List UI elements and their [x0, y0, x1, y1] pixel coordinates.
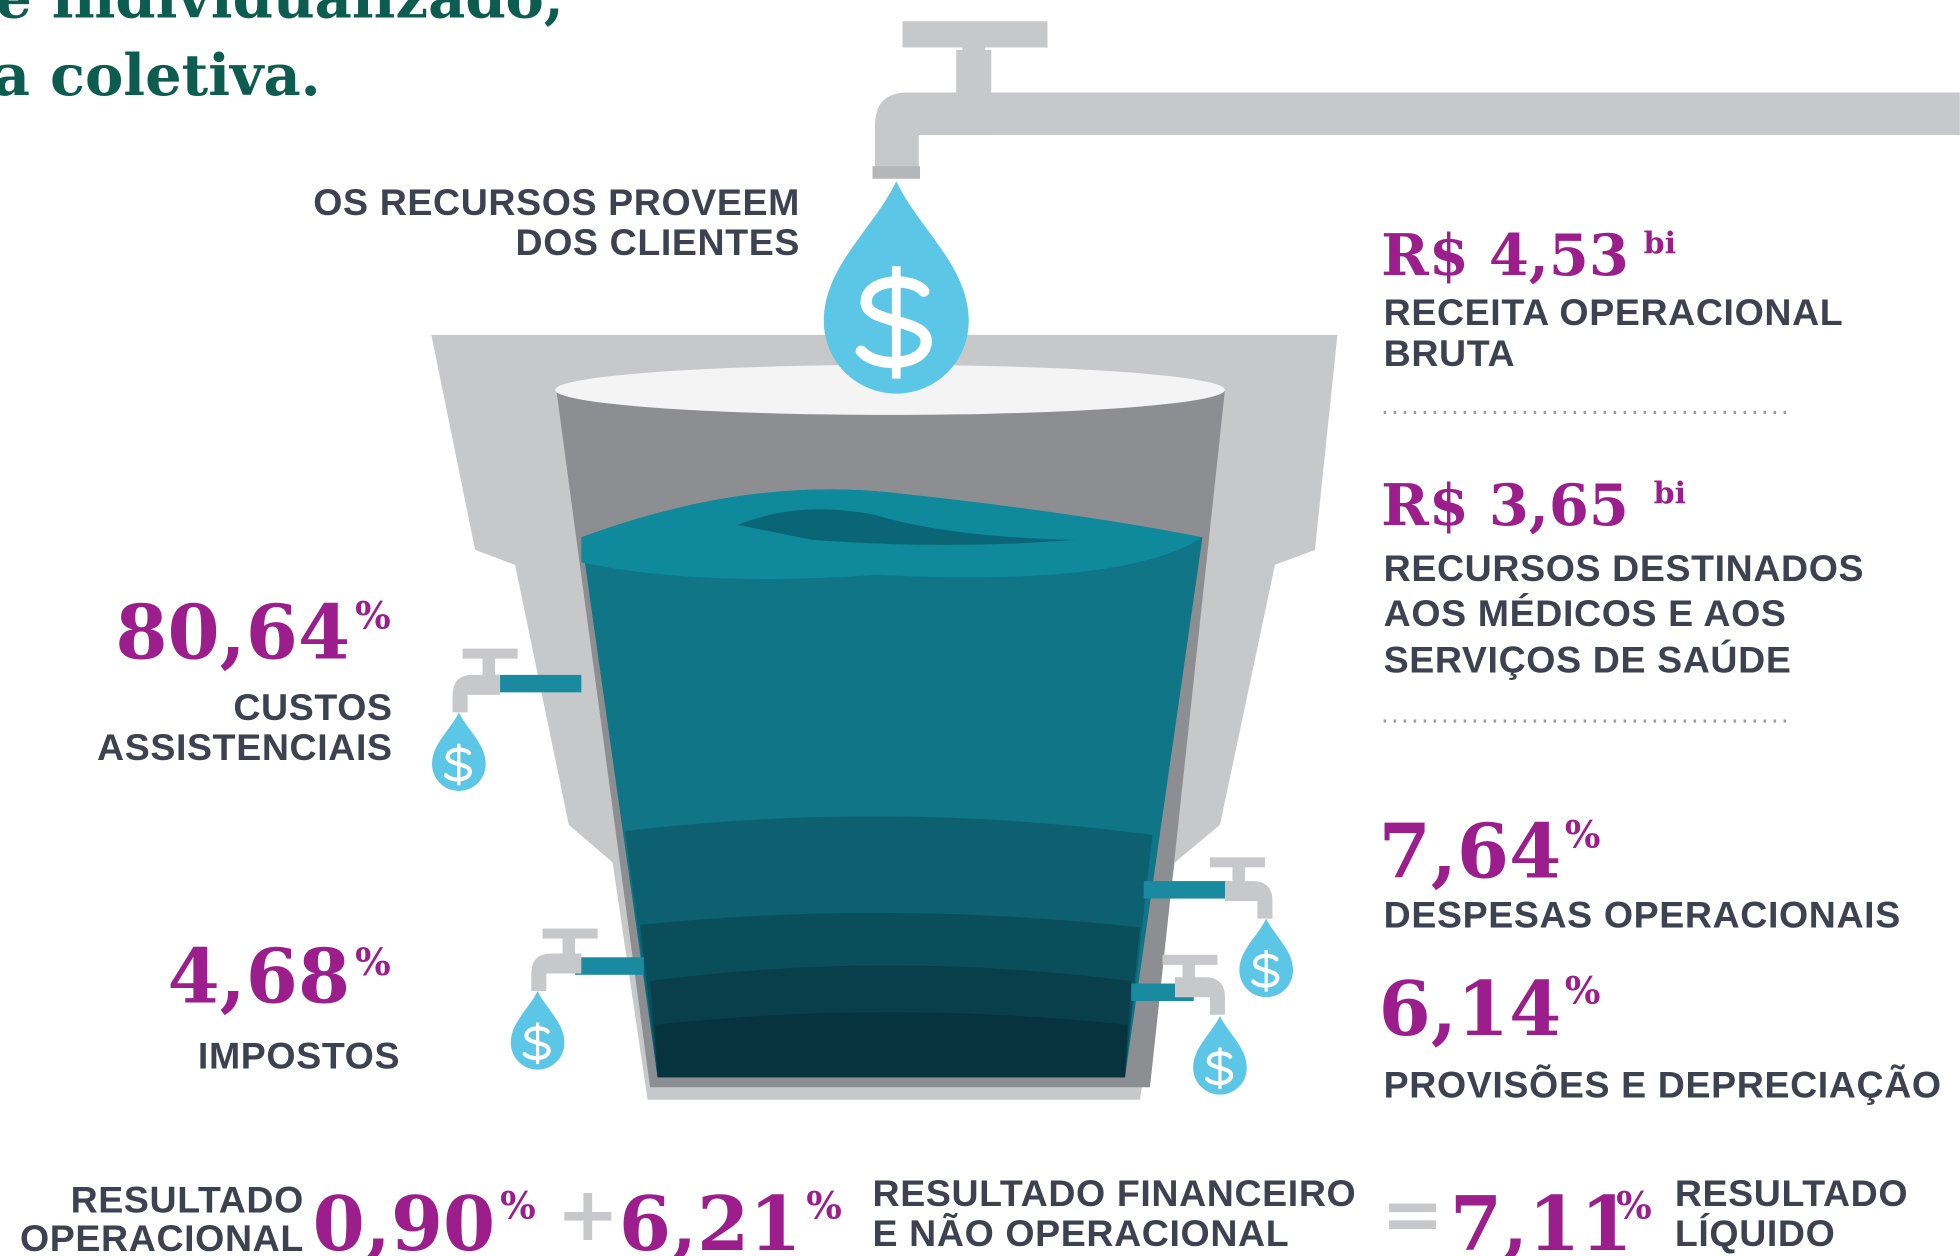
- outflow-unit: %: [1565, 812, 1601, 856]
- result-label: LÍQUIDO: [1675, 1212, 1836, 1254]
- result-label: E NÃO OPERACIONAL: [873, 1212, 1290, 1254]
- health-label: RECURSOS DESTINADOS: [1384, 547, 1864, 589]
- outflow-value: 6,14: [1379, 965, 1562, 1053]
- infographic: e individualizado, a coletiva. OS RECURS…: [0, 0, 1960, 1256]
- result-label: RESULTADO: [71, 1178, 304, 1220]
- plus-sign: +: [556, 1170, 619, 1256]
- revenue-label: BRUTA: [1384, 332, 1516, 374]
- source-label: DOS CLIENTES: [516, 221, 801, 263]
- outflow-unit: %: [1565, 969, 1601, 1013]
- health-label: AOS MÉDICOS E AOS: [1384, 592, 1787, 634]
- result-value: 6,21: [619, 1180, 802, 1256]
- equals-sign: =: [1381, 1170, 1444, 1256]
- result-label: OPERACIONAL: [20, 1217, 304, 1256]
- header-line: a coletiva.: [0, 41, 321, 109]
- outflow-label: ASSISTENCIAIS: [97, 726, 393, 768]
- outflow-unit: %: [355, 594, 391, 638]
- outflow-label: DESPESAS OPERACIONAIS: [1384, 893, 1901, 935]
- result-label: RESULTADO: [1675, 1172, 1908, 1214]
- outflow-label: CUSTOS: [233, 686, 392, 728]
- outflow-value: 4,68: [168, 932, 351, 1020]
- revenue-value: R$ 4,53: [1381, 221, 1629, 289]
- revenue-label: RECEITA OPERACIONAL: [1384, 291, 1844, 333]
- result-label: RESULTADO FINANCEIRO: [873, 1172, 1357, 1214]
- result-unit: %: [806, 1184, 842, 1228]
- water: [581, 489, 1202, 1077]
- outflow-label: IMPOSTOS: [198, 1035, 400, 1077]
- outflow-value: 7,64: [1379, 807, 1562, 895]
- header-line: e individualizado,: [0, 0, 564, 31]
- result-unit: %: [500, 1184, 536, 1228]
- outflow-label: PROVISÕES E DEPRECIAÇÃO: [1384, 1063, 1942, 1105]
- result-value: 7,11: [1450, 1180, 1633, 1256]
- revenue-unit: bi: [1644, 227, 1676, 262]
- health-label: SERVIÇOS DE SAÚDE: [1384, 638, 1792, 680]
- page: {"header": {"lines": ["e individualizado…: [0, 0, 1960, 1256]
- health-value: R$ 3,65: [1381, 471, 1629, 539]
- result-unit: %: [1616, 1184, 1652, 1228]
- outflow-unit: %: [355, 940, 391, 984]
- source-label: OS RECURSOS PROVEEM: [313, 181, 800, 223]
- result-value: 0,90: [313, 1180, 496, 1256]
- health-unit: bi: [1654, 477, 1686, 512]
- outflow-value: 80,64: [115, 589, 350, 677]
- main-faucet: [873, 21, 1960, 178]
